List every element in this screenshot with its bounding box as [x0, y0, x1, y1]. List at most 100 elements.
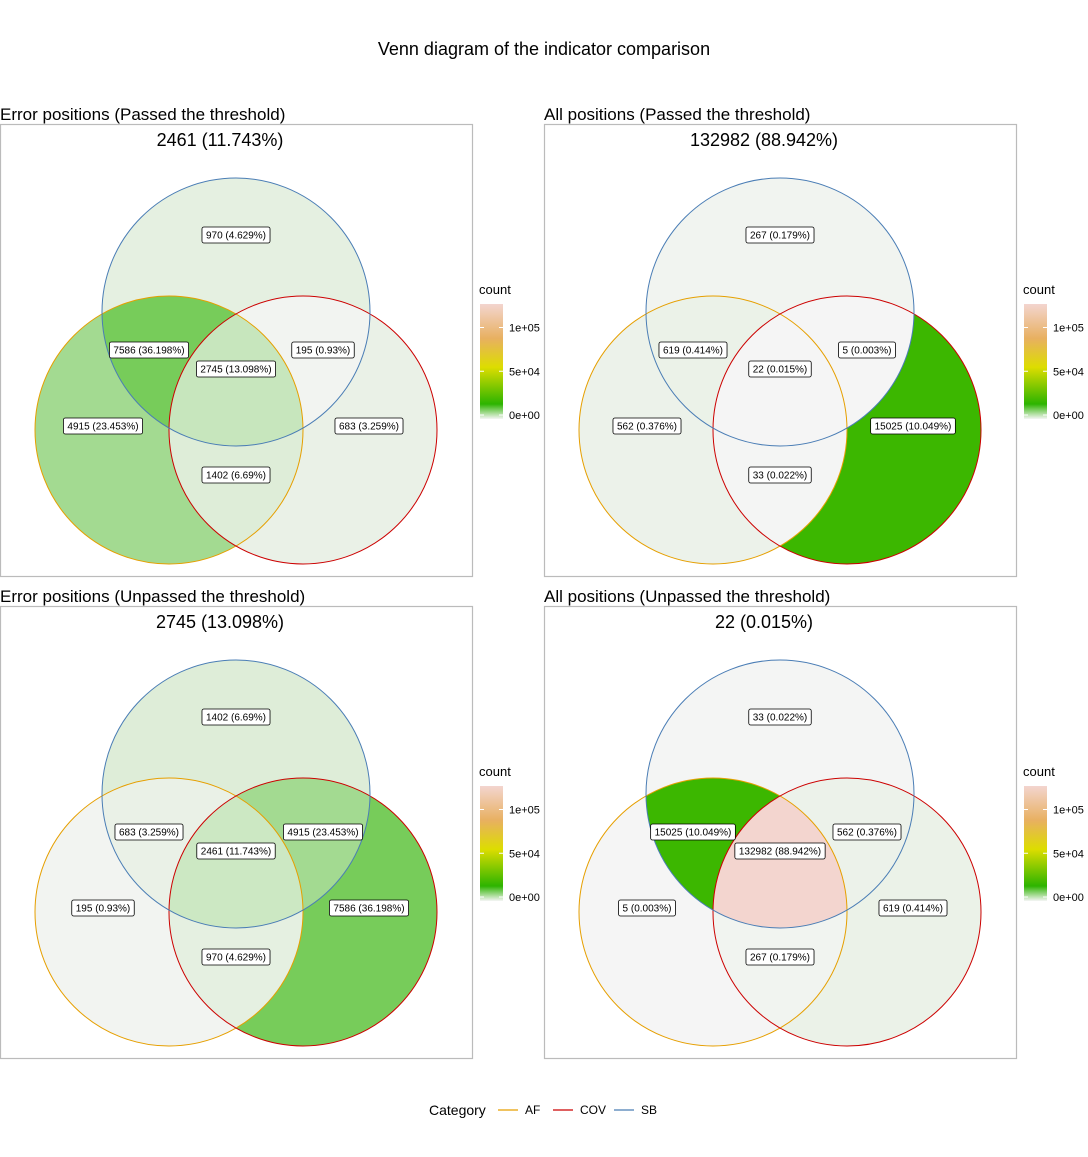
region-label: 267 (0.179%) [745, 948, 815, 966]
venn-circle-af [578, 295, 848, 565]
count-legend-tick: 0e+00 [1053, 410, 1084, 422]
count-legend-title: count [1023, 764, 1055, 779]
venn-circle-sb [101, 659, 371, 929]
panel-frame [543, 605, 1018, 1060]
panel-frame [543, 123, 1018, 578]
region-label-text: 970 (4.629%) [206, 953, 266, 964]
region-label: 195 (0.93%) [71, 899, 135, 917]
region-label-text: 15025 (10.049%) [655, 828, 732, 839]
venn-panels: Error positions (Passed the threshold) 24… [0, 105, 1084, 1060]
region-label-text: 267 (0.179%) [750, 231, 810, 242]
venn-circle-sb [645, 177, 915, 447]
region-label-text: 195 (0.93%) [296, 346, 350, 357]
count-colorbar [1024, 304, 1047, 419]
region-label-text: 4915 (23.453%) [287, 828, 358, 839]
venn-circle-cov [712, 777, 982, 1047]
region-label: 970 (4.629%) [201, 226, 271, 244]
count-legend: count 1e+05 5e+04 0e+00 [479, 282, 540, 422]
count-legend-tick: 1e+05 [1053, 323, 1084, 335]
venn-circle-sb [101, 177, 371, 447]
panel-subtitle: 2461 (11.743%) [157, 130, 284, 150]
panel-frame [0, 605, 474, 1060]
figure-title: Venn diagram of the indicator comparison [378, 39, 710, 59]
region-label-text: 15025 (10.049%) [875, 422, 952, 433]
venn-circle-cov [712, 295, 982, 565]
region-label-text: 562 (0.376%) [837, 828, 897, 839]
region-label-text: 2461 (11.743%) [201, 847, 271, 858]
category-label-af: AF [525, 1103, 540, 1117]
region-label-text: 5 (0.003%) [623, 904, 672, 915]
region-label: 2461 (11.743%) [196, 842, 276, 860]
count-legend-tick: 0e+00 [509, 410, 540, 422]
count-legend: count 1e+05 5e+04 0e+00 [1023, 282, 1084, 422]
venn-panel-2: All positions (Passed the threshold) 1329… [543, 105, 1084, 578]
region-label: 33 (0.022%) [748, 708, 812, 726]
region-label: 7586 (36.198%) [329, 899, 409, 917]
region-label: 562 (0.376%) [832, 823, 902, 841]
region-label: 267 (0.179%) [745, 226, 815, 244]
count-legend-tick: 1e+05 [509, 805, 540, 817]
count-legend-tick: 0e+00 [1053, 892, 1084, 904]
region-label: 195 (0.93%) [291, 341, 355, 359]
panel-title: All positions (Passed the threshold) [544, 105, 810, 124]
region-label-text: 1402 (6.69%) [206, 471, 266, 482]
region-label: 1402 (6.69%) [201, 708, 271, 726]
panel-title: Error positions (Passed the threshold) [0, 105, 285, 124]
count-legend-title: count [479, 764, 511, 779]
venn-panel-4: All positions (Unpassed the threshold) 22… [543, 587, 1084, 1060]
count-legend: count 1e+05 5e+04 0e+00 [1023, 764, 1084, 904]
region-label-text: 267 (0.179%) [750, 953, 810, 964]
region-label: 619 (0.414%) [658, 341, 728, 359]
region-label-text: 562 (0.376%) [617, 422, 677, 433]
count-legend-tick: 0e+00 [509, 892, 540, 904]
region-label: 970 (4.629%) [201, 948, 271, 966]
region-label-text: 1402 (6.69%) [206, 713, 266, 724]
region-label-text: 683 (3.259%) [119, 828, 179, 839]
region-label-text: 619 (0.414%) [883, 904, 943, 915]
venn-circle-cov [168, 777, 438, 1047]
region-label: 15025 (10.049%) [650, 823, 736, 841]
region-label-text: 970 (4.629%) [206, 231, 266, 242]
region-label: 619 (0.414%) [878, 899, 948, 917]
region-label-text: 22 (0.015%) [753, 365, 807, 376]
count-legend: count 1e+05 5e+04 0e+00 [479, 764, 540, 904]
venn-circle-af [34, 295, 304, 565]
count-legend-title: count [479, 282, 511, 297]
region-label: 683 (3.259%) [334, 417, 404, 435]
region-label: 1402 (6.69%) [201, 466, 271, 484]
category-label-cov: COV [580, 1103, 606, 1117]
region-label-text: 5 (0.003%) [843, 346, 892, 357]
count-colorbar [1024, 786, 1047, 901]
category-legend: Category AF COV SB [429, 1102, 657, 1118]
region-label-text: 2745 (13.098%) [200, 365, 271, 376]
venn-panel-1: Error positions (Passed the threshold) 24… [0, 105, 540, 578]
region-label: 562 (0.376%) [612, 417, 682, 435]
panel-subtitle: 132982 (88.942%) [690, 130, 838, 150]
category-legend-title: Category [429, 1102, 486, 1118]
region-label: 4915 (23.453%) [283, 823, 363, 841]
venn-circle-af [34, 777, 304, 1047]
count-colorbar [480, 304, 503, 419]
region-label: 132982 (88.942%) [734, 842, 826, 860]
count-legend-tick: 5e+04 [1053, 366, 1084, 378]
region-label-text: 683 (3.259%) [339, 422, 399, 433]
panel-title: Error positions (Unpassed the threshold) [0, 587, 305, 606]
region-label-text: 132982 (88.942%) [739, 847, 821, 858]
region-label: 5 (0.003%) [618, 899, 676, 917]
region-label: 15025 (10.049%) [870, 417, 956, 435]
region-label-text: 33 (0.022%) [753, 471, 807, 482]
venn-circle-af [578, 777, 848, 1047]
region-label: 22 (0.015%) [748, 360, 812, 378]
region-label: 2745 (13.098%) [196, 360, 276, 378]
region-label-text: 619 (0.414%) [663, 346, 723, 357]
region-label: 5 (0.003%) [838, 341, 896, 359]
count-legend-tick: 5e+04 [1053, 848, 1084, 860]
region-label-text: 7586 (36.198%) [113, 346, 184, 357]
count-colorbar [480, 786, 503, 901]
region-label-text: 33 (0.022%) [753, 713, 807, 724]
panel-subtitle: 2745 (13.098%) [156, 612, 284, 632]
count-legend-title: count [1023, 282, 1055, 297]
region-label-text: 4915 (23.453%) [67, 422, 138, 433]
panel-title: All positions (Unpassed the threshold) [544, 587, 830, 606]
